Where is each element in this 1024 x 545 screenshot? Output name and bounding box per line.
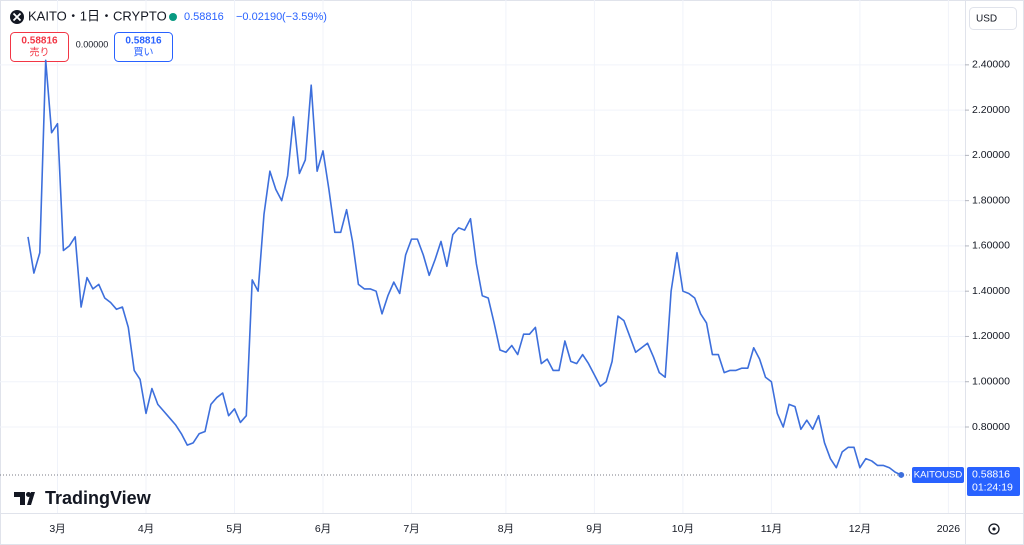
x-tick-label: 9月 — [586, 523, 602, 535]
symbol-title[interactable]: KAITO・1日・CRYPTO — [28, 8, 167, 23]
y-tick-label: 1.00000 — [972, 376, 1010, 388]
buy-label: 買い — [134, 47, 154, 59]
currency: USD — [976, 14, 997, 25]
market-status — [169, 13, 177, 21]
symbol-icon-mark — [12, 12, 22, 22]
x-tick-label: 10月 — [672, 523, 694, 535]
x-tick-label: 4月 — [138, 523, 154, 535]
y-tick-label: 1.20000 — [972, 330, 1010, 342]
last-price-dot — [898, 471, 905, 478]
price-line — [27, 59, 902, 476]
countdown: 01:24:19 — [972, 482, 1013, 494]
x-tick-label: 12月 — [849, 523, 871, 535]
currency-select[interactable] — [969, 7, 1017, 30]
x-tick-label: 2026 — [937, 523, 961, 535]
grid — [0, 0, 965, 513]
y-tick-label: 2.20000 — [972, 104, 1010, 116]
brand-name: TradingView — [45, 488, 152, 508]
last-price: 0.58816 — [184, 11, 224, 23]
y-tick-label: 1.40000 — [972, 285, 1010, 297]
symbol-label: KAITOUSD — [914, 469, 963, 480]
settings-icon[interactable] — [988, 523, 1000, 535]
y-tick-label: 0.80000 — [972, 421, 1010, 433]
sell-price: 0.58816 — [21, 36, 58, 47]
x-tick-label: 8月 — [498, 523, 514, 535]
x-tick-label: 6月 — [315, 523, 331, 535]
sell-label: 売り — [30, 46, 50, 59]
brand-logo — [14, 492, 35, 505]
x-tick-label: 3月 — [49, 523, 65, 535]
x-tick-label: 11月 — [761, 523, 782, 535]
y-tick-label: 2.40000 — [972, 59, 1010, 71]
y-tick-label: 1.80000 — [972, 194, 1010, 206]
settings-icon-center — [992, 527, 996, 531]
x-tick-label: 5月 — [226, 523, 242, 535]
price-change-pct: (−3.59%) — [282, 11, 327, 23]
symbol-label-box — [912, 466, 964, 483]
y-tick-label: 1.60000 — [972, 240, 1010, 252]
buy-button[interactable] — [114, 32, 173, 62]
last-price-box — [967, 466, 1020, 496]
x-tick-label: 7月 — [403, 523, 419, 535]
buy-price: 0.58816 — [125, 36, 162, 47]
last-price-label: 0.58816 — [972, 469, 1010, 481]
sell-button[interactable] — [10, 32, 69, 62]
brand-logo-dot — [26, 492, 31, 497]
price-change: −0.02190 — [236, 11, 282, 23]
y-tick-label: 2.00000 — [972, 149, 1010, 161]
spread: 0.00000 — [76, 39, 109, 49]
